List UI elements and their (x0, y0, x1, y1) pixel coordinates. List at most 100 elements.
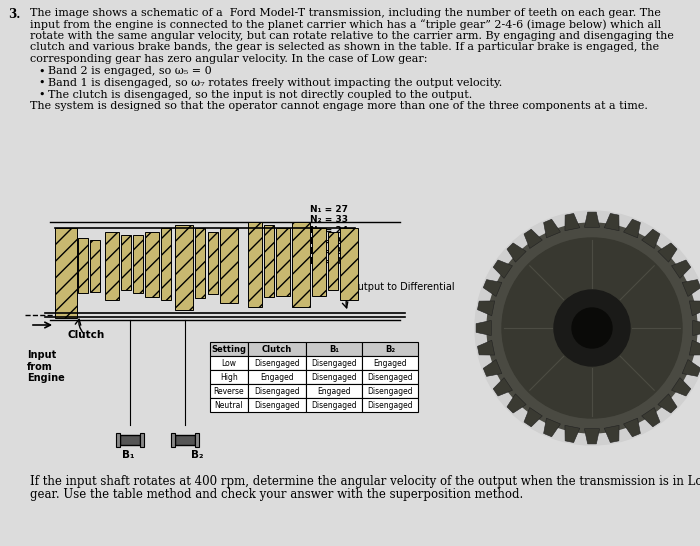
Text: Setting: Setting (211, 345, 246, 353)
Text: Low: Low (221, 359, 237, 367)
Polygon shape (642, 407, 660, 427)
Bar (175, 435, 195, 445)
Text: •: • (38, 90, 45, 99)
Text: N₃ = 24: N₃ = 24 (310, 226, 348, 235)
Text: •: • (38, 67, 45, 76)
Bar (362, 342, 418, 356)
Bar (210, 370, 248, 384)
Text: The clutch is disengaged, so the input is not directly coupled to the output.: The clutch is disengaged, so the input i… (48, 90, 473, 99)
Text: B₂: B₂ (385, 345, 395, 353)
Bar (195, 433, 199, 447)
Bar (276, 228, 290, 296)
Text: input from the engine is connected to the planet carrier which has a “triple gea: input from the engine is connected to th… (30, 20, 661, 30)
Circle shape (487, 223, 697, 433)
Circle shape (554, 290, 630, 366)
Text: Disengaged: Disengaged (368, 387, 413, 395)
Polygon shape (544, 418, 561, 437)
Polygon shape (671, 378, 691, 396)
Bar (78, 238, 88, 293)
Bar (161, 228, 171, 300)
Polygon shape (565, 425, 580, 443)
Bar (362, 398, 418, 412)
Text: Engaged: Engaged (373, 359, 407, 367)
Text: Reverse: Reverse (214, 387, 244, 395)
Text: Clutch: Clutch (262, 345, 292, 353)
Text: gear. Use the table method and check your answer with the superposition method.: gear. Use the table method and check you… (30, 488, 524, 501)
Bar (220, 228, 238, 303)
Polygon shape (544, 219, 561, 238)
Bar (195, 228, 205, 298)
Text: Disengaged: Disengaged (312, 372, 357, 382)
Polygon shape (483, 280, 502, 296)
Bar (121, 235, 131, 290)
Text: The system is designed so that the operator cannot engage more than one of the t: The system is designed so that the opera… (30, 101, 648, 111)
Text: Band 2 is engaged, so ω₅ = 0: Band 2 is engaged, so ω₅ = 0 (48, 67, 211, 76)
Text: N₄ = 27: N₄ = 27 (310, 236, 348, 246)
Polygon shape (584, 429, 600, 444)
Bar (248, 222, 262, 307)
Polygon shape (690, 340, 700, 355)
Bar (306, 356, 362, 370)
Polygon shape (477, 301, 495, 316)
Bar (208, 232, 218, 294)
Text: N₇ = 30: N₇ = 30 (310, 258, 348, 266)
Text: corresponding gear has zero angular velocity. In the case of Low gear:: corresponding gear has zero angular velo… (30, 54, 428, 64)
Polygon shape (682, 280, 700, 296)
Bar (140, 433, 144, 447)
Bar (210, 342, 248, 356)
Polygon shape (524, 229, 542, 248)
Text: •: • (38, 78, 45, 88)
Bar (264, 225, 274, 297)
Bar (340, 228, 358, 300)
Text: B₂: B₂ (190, 450, 203, 460)
Text: rotate with the same angular velocity, but can rotate relative to the carrier ar: rotate with the same angular velocity, b… (30, 31, 674, 41)
Text: Band 1 is disengaged, so ω₇ rotates freely without impacting the output velocity: Band 1 is disengaged, so ω₇ rotates free… (48, 78, 503, 88)
Polygon shape (507, 243, 526, 262)
Bar (362, 384, 418, 398)
Bar (248, 398, 306, 412)
Text: Disengaged: Disengaged (254, 401, 300, 410)
Text: clutch and various brake bands, the gear is selected as shown in the table. If a: clutch and various brake bands, the gear… (30, 43, 659, 52)
Polygon shape (483, 360, 502, 376)
Polygon shape (624, 418, 641, 437)
Bar (145, 232, 159, 297)
Text: B₁: B₁ (122, 450, 134, 460)
Text: Output to Differential: Output to Differential (350, 282, 454, 292)
Bar (248, 370, 306, 384)
Bar (105, 232, 119, 300)
Bar (306, 370, 362, 384)
Polygon shape (693, 321, 700, 336)
Bar (328, 232, 338, 290)
Text: Disengaged: Disengaged (368, 401, 413, 410)
Text: Neutral: Neutral (215, 401, 244, 410)
Bar (362, 356, 418, 370)
Circle shape (475, 211, 700, 445)
Polygon shape (584, 212, 600, 227)
Text: Clutch: Clutch (68, 330, 105, 340)
Bar (171, 433, 175, 447)
Bar (306, 384, 362, 398)
Bar (292, 222, 310, 307)
Bar (55, 228, 77, 318)
Bar (362, 370, 418, 384)
Bar (210, 384, 248, 398)
Bar (90, 240, 100, 292)
Polygon shape (477, 340, 495, 355)
Text: N₂ = 33: N₂ = 33 (310, 216, 348, 224)
Text: N₁ = 27: N₁ = 27 (310, 205, 348, 214)
Bar (248, 342, 306, 356)
Polygon shape (476, 321, 491, 336)
Text: The image shows a schematic of a  Ford Model-T transmission, including the numbe: The image shows a schematic of a Ford Mo… (30, 8, 661, 18)
Text: 3.: 3. (8, 8, 20, 21)
Text: Engaged: Engaged (260, 372, 294, 382)
Bar (133, 235, 143, 293)
Polygon shape (524, 407, 542, 427)
Polygon shape (642, 229, 660, 248)
Text: Disengaged: Disengaged (254, 359, 300, 367)
Text: Disengaged: Disengaged (312, 401, 357, 410)
Polygon shape (658, 243, 677, 262)
Polygon shape (604, 213, 619, 231)
Polygon shape (507, 394, 526, 413)
Bar (306, 398, 362, 412)
Bar (116, 433, 120, 447)
